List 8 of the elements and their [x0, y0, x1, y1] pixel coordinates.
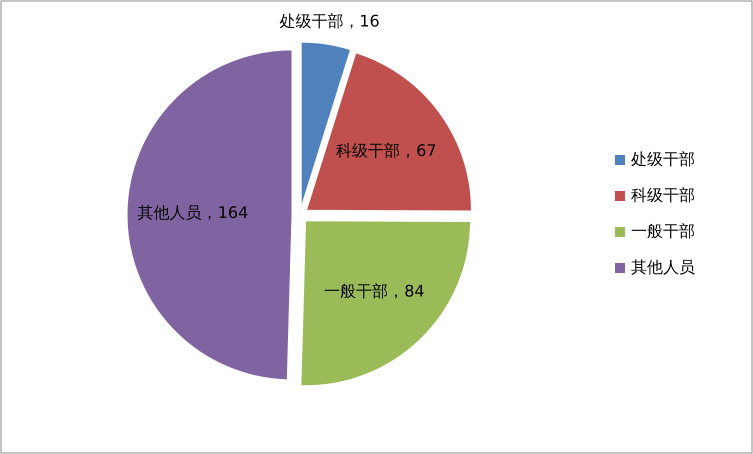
legend-label: 一般干部 — [631, 221, 695, 240]
legend-label: 处级干部 — [631, 149, 695, 168]
data-label: 科级干部，67 — [336, 141, 437, 160]
data-label: 一般干部，84 — [324, 281, 425, 300]
legend-label: 其他人员 — [631, 257, 695, 276]
data-label: 其他人员，164 — [138, 202, 248, 222]
data-label: 处级干部，16 — [279, 12, 380, 31]
legend-label: 科级干部 — [631, 185, 695, 204]
